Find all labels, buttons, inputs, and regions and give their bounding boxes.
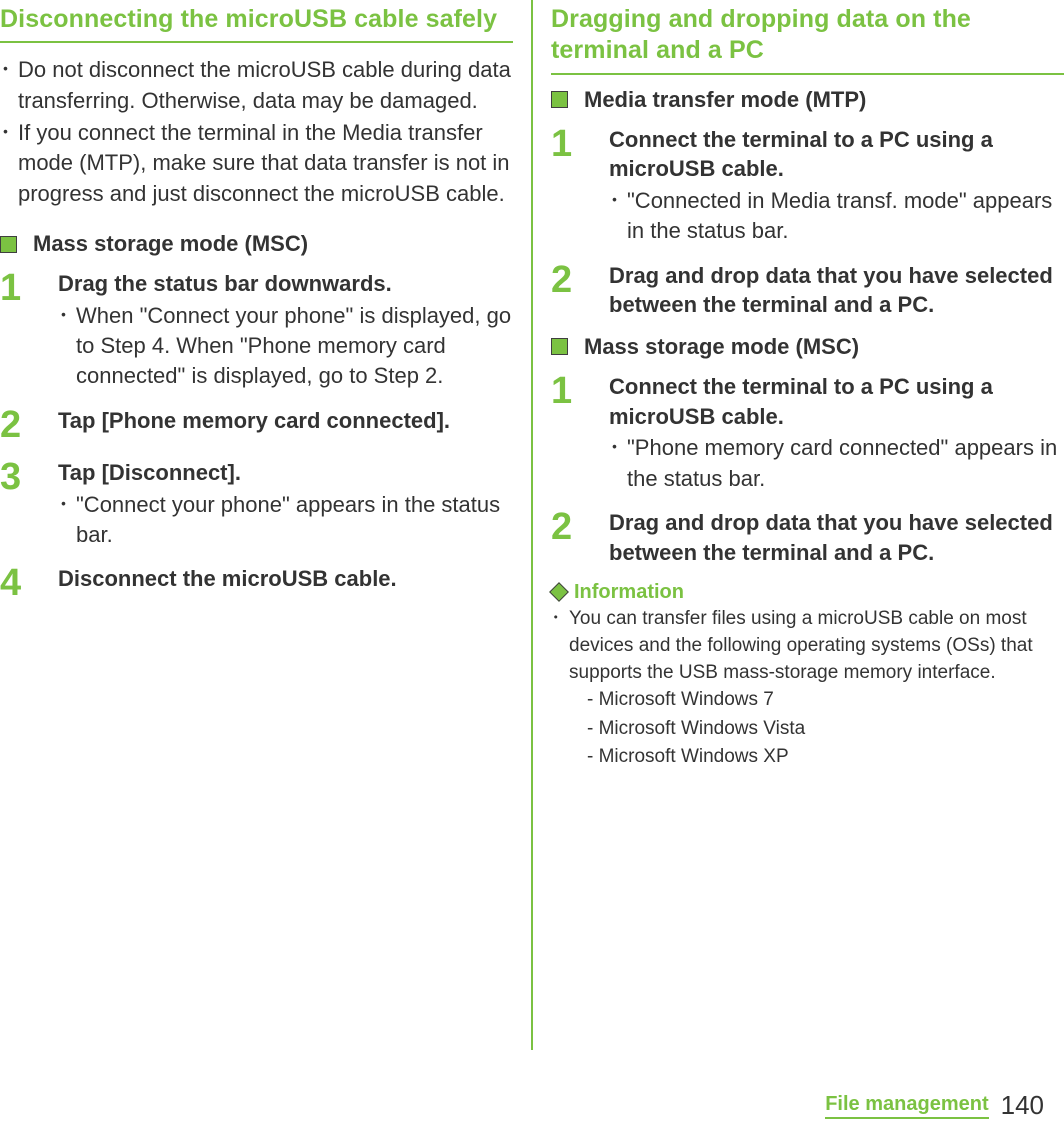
step-3: 3 Tap [Disconnect]. ･ "Connect your phon… [0, 458, 513, 550]
step-title: Connect the terminal to a PC using a mic… [609, 372, 1064, 431]
bullet-item: ･ If you connect the terminal in the Med… [0, 118, 513, 209]
information-sub-3: - Microsoft Windows XP [569, 743, 1064, 772]
mtp-subtitle: Media transfer mode (MTP) [584, 87, 866, 113]
msc-step-1: 1 Connect the terminal to a PC using a m… [551, 372, 1064, 494]
information-text: You can transfer files using a microUSB … [569, 608, 1033, 682]
step-note-text: "Phone memory card connected" appears in… [627, 433, 1064, 494]
step-number: 4 [0, 564, 58, 602]
bullet-dot-icon: ･ [58, 301, 76, 392]
bullet-dot-icon: ･ [0, 118, 18, 209]
information-sub-2: - Microsoft Windows Vista [569, 715, 1064, 744]
msc-subtitle: Mass storage mode (MSC) [33, 231, 308, 257]
step-1: 1 Drag the status bar downwards. ･ When … [0, 269, 513, 392]
step-number: 2 [551, 508, 609, 567]
step-number: 2 [551, 261, 609, 320]
step-number: 1 [0, 269, 58, 392]
step-title: Tap [Disconnect]. [58, 458, 513, 488]
step-2: 2 Tap [Phone memory card connected]. [0, 406, 513, 444]
mtp-subtitle-row: Media transfer mode (MTP) [551, 87, 1064, 113]
step-title: Drag and drop data that you have selecte… [609, 508, 1064, 567]
square-icon [0, 236, 17, 253]
step-note-text: When "Connect your phone" is displayed, … [76, 301, 513, 392]
step-note: ･ "Phone memory card connected" appears … [609, 433, 1064, 494]
msc-subtitle-row: Mass storage mode (MSC) [0, 231, 513, 257]
information-item: ･ You can transfer files using a microUS… [551, 606, 1064, 771]
step-note: ･ When "Connect your phone" is displayed… [58, 301, 513, 392]
step-note: ･ "Connected in Media transf. mode" appe… [609, 186, 1064, 247]
right-column: Dragging and dropping data on the termin… [533, 0, 1064, 1050]
bullet-dot-icon: ･ [58, 490, 76, 551]
step-title: Drag and drop data that you have selecte… [609, 261, 1064, 320]
bullet-text: If you connect the terminal in the Media… [18, 118, 513, 209]
step-title: Connect the terminal to a PC using a mic… [609, 125, 1064, 184]
square-icon [551, 91, 568, 108]
step-note-text: "Connected in Media transf. mode" appear… [627, 186, 1064, 247]
information-heading: Information [574, 581, 684, 604]
bullet-dot-icon: ･ [609, 186, 627, 247]
right-section-title: Dragging and dropping data on the termin… [551, 4, 1064, 75]
step-4: 4 Disconnect the microUSB cable. [0, 564, 513, 602]
left-column: Disconnecting the microUSB cable safely … [0, 0, 531, 1050]
step-number: 1 [551, 372, 609, 494]
step-title: Tap [Phone memory card connected]. [58, 406, 513, 436]
left-bullets: ･ Do not disconnect the microUSB cable d… [0, 55, 513, 209]
bullet-dot-icon: ･ [551, 606, 569, 771]
information-heading-row: Information [551, 581, 1064, 604]
left-section-title: Disconnecting the microUSB cable safely [0, 4, 513, 43]
msc-step-2: 2 Drag and drop data that you have selec… [551, 508, 1064, 567]
information-sub-1: - Microsoft Windows 7 [569, 686, 1064, 715]
step-number: 2 [0, 406, 58, 444]
footer-page-number: 140 [1001, 1090, 1044, 1121]
step-title: Disconnect the microUSB cable. [58, 564, 513, 594]
mtp-step-1: 1 Connect the terminal to a PC using a m… [551, 125, 1064, 247]
msc-subtitle-right: Mass storage mode (MSC) [584, 334, 859, 360]
square-icon [551, 338, 568, 355]
step-note-text: "Connect your phone" appears in the stat… [76, 490, 513, 551]
bullet-text: Do not disconnect the microUSB cable dur… [18, 55, 513, 116]
page-footer: File management 140 [825, 1090, 1044, 1121]
step-title: Drag the status bar downwards. [58, 269, 513, 299]
diamond-icon [551, 584, 568, 601]
bullet-dot-icon: ･ [609, 433, 627, 494]
step-number: 3 [0, 458, 58, 550]
step-note: ･ "Connect your phone" appears in the st… [58, 490, 513, 551]
msc-subtitle-row-right: Mass storage mode (MSC) [551, 334, 1064, 360]
bullet-dot-icon: ･ [0, 55, 18, 116]
step-number: 1 [551, 125, 609, 247]
footer-section-label: File management [825, 1093, 988, 1119]
mtp-step-2: 2 Drag and drop data that you have selec… [551, 261, 1064, 320]
bullet-item: ･ Do not disconnect the microUSB cable d… [0, 55, 513, 116]
